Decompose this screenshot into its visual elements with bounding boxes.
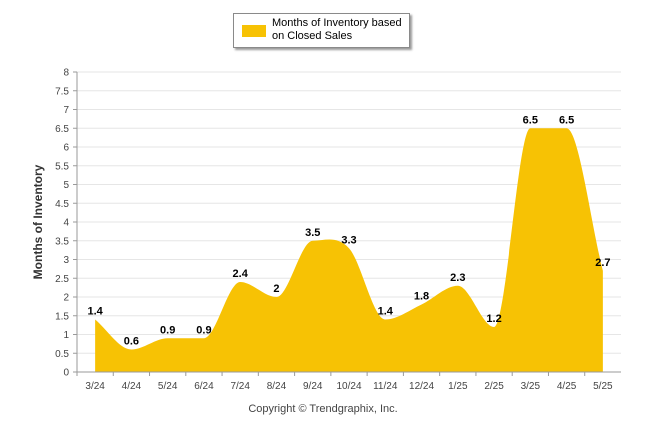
data-label: 0.9	[196, 324, 211, 336]
axes	[76, 72, 621, 373]
y-tick-label: 3.5	[55, 236, 69, 247]
x-tick-label: 4/24	[122, 381, 142, 392]
y-tick-label: 5	[63, 180, 69, 191]
y-tick-label: 0.5	[55, 349, 69, 360]
x-tick-label: 9/24	[303, 381, 323, 392]
y-tick-label: 5.5	[55, 161, 69, 172]
data-label: 6.5	[523, 114, 538, 126]
x-tick-label: 5/24	[158, 381, 178, 392]
series-area-fill	[95, 128, 603, 372]
y-tick-label: 7	[63, 105, 69, 116]
x-tick-label: 12/24	[409, 381, 434, 392]
y-tick-label: 1	[63, 330, 69, 341]
data-label: 6.5	[559, 114, 574, 126]
y-tick-label: 3	[63, 255, 69, 266]
data-label: 2	[273, 283, 279, 295]
x-tick-label: 1/25	[448, 381, 468, 392]
data-label: 2.4	[233, 268, 249, 280]
y-tick-label: 0	[63, 368, 69, 379]
y-tick-label: 2.5	[55, 274, 69, 285]
x-tick-label: 2/25	[484, 381, 504, 392]
data-label: 1.8	[414, 291, 429, 303]
x-tick-label: 5/25	[593, 381, 613, 392]
x-tick-label: 4/25	[557, 381, 577, 392]
legend-label: Months of Inventory based on Closed Sale…	[272, 17, 402, 42]
series-area	[95, 128, 603, 372]
y-axis-title: Months of Inventory	[31, 164, 45, 279]
x-tick-label: 3/25	[521, 381, 541, 392]
x-tick-labels: 3/24 4/24 5/24 6/24 7/24 8/24 9/24 10/24 11/24 12…	[76, 372, 613, 392]
y-tick-label: 4	[63, 218, 69, 229]
data-label: 3.3	[341, 234, 356, 246]
data-label: 1.4	[87, 306, 103, 318]
y-tick-labels: 0 0.5 1 1.5 2 2.5 3 3.5 4 4.5 5 5.5 6 6.5 7 7.5 8	[55, 68, 69, 379]
data-label: 2.7	[595, 257, 610, 269]
y-tick-label: 2	[63, 293, 69, 304]
x-tick-label: 11/24	[373, 381, 398, 392]
y-tick-label: 4.5	[55, 199, 69, 210]
data-labels: 1.4 0.6 0.9 0.9 2.4 2 3.5 3.3 1.4 1.8 2.3 1.2 6.5 6.5…	[87, 114, 610, 347]
y-tick-label: 6	[63, 143, 69, 154]
y-tick-label: 7.5	[55, 86, 69, 97]
y-tick-label: 8	[63, 68, 69, 79]
data-label: 3.5	[305, 227, 320, 239]
legend-swatch	[242, 25, 266, 37]
x-tick-label: 6/24	[194, 381, 214, 392]
x-tick-label: 7/24	[230, 381, 250, 392]
x-tick-label: 3/24	[85, 381, 105, 392]
legend: Months of Inventory based on Closed Sale…	[233, 13, 410, 48]
data-label: 1.4	[378, 306, 394, 318]
y-tick-label: 6.5	[55, 124, 69, 135]
x-tick-label: 8/24	[267, 381, 287, 392]
data-label: 0.9	[160, 324, 175, 336]
copyright-text: Copyright © Trendgraphix, Inc.	[248, 403, 398, 415]
data-label: 2.3	[450, 272, 465, 284]
y-tick-label: 1.5	[55, 311, 69, 322]
data-label: 0.6	[124, 336, 139, 348]
data-label: 1.2	[486, 313, 501, 325]
x-tick-label: 10/24	[336, 381, 361, 392]
